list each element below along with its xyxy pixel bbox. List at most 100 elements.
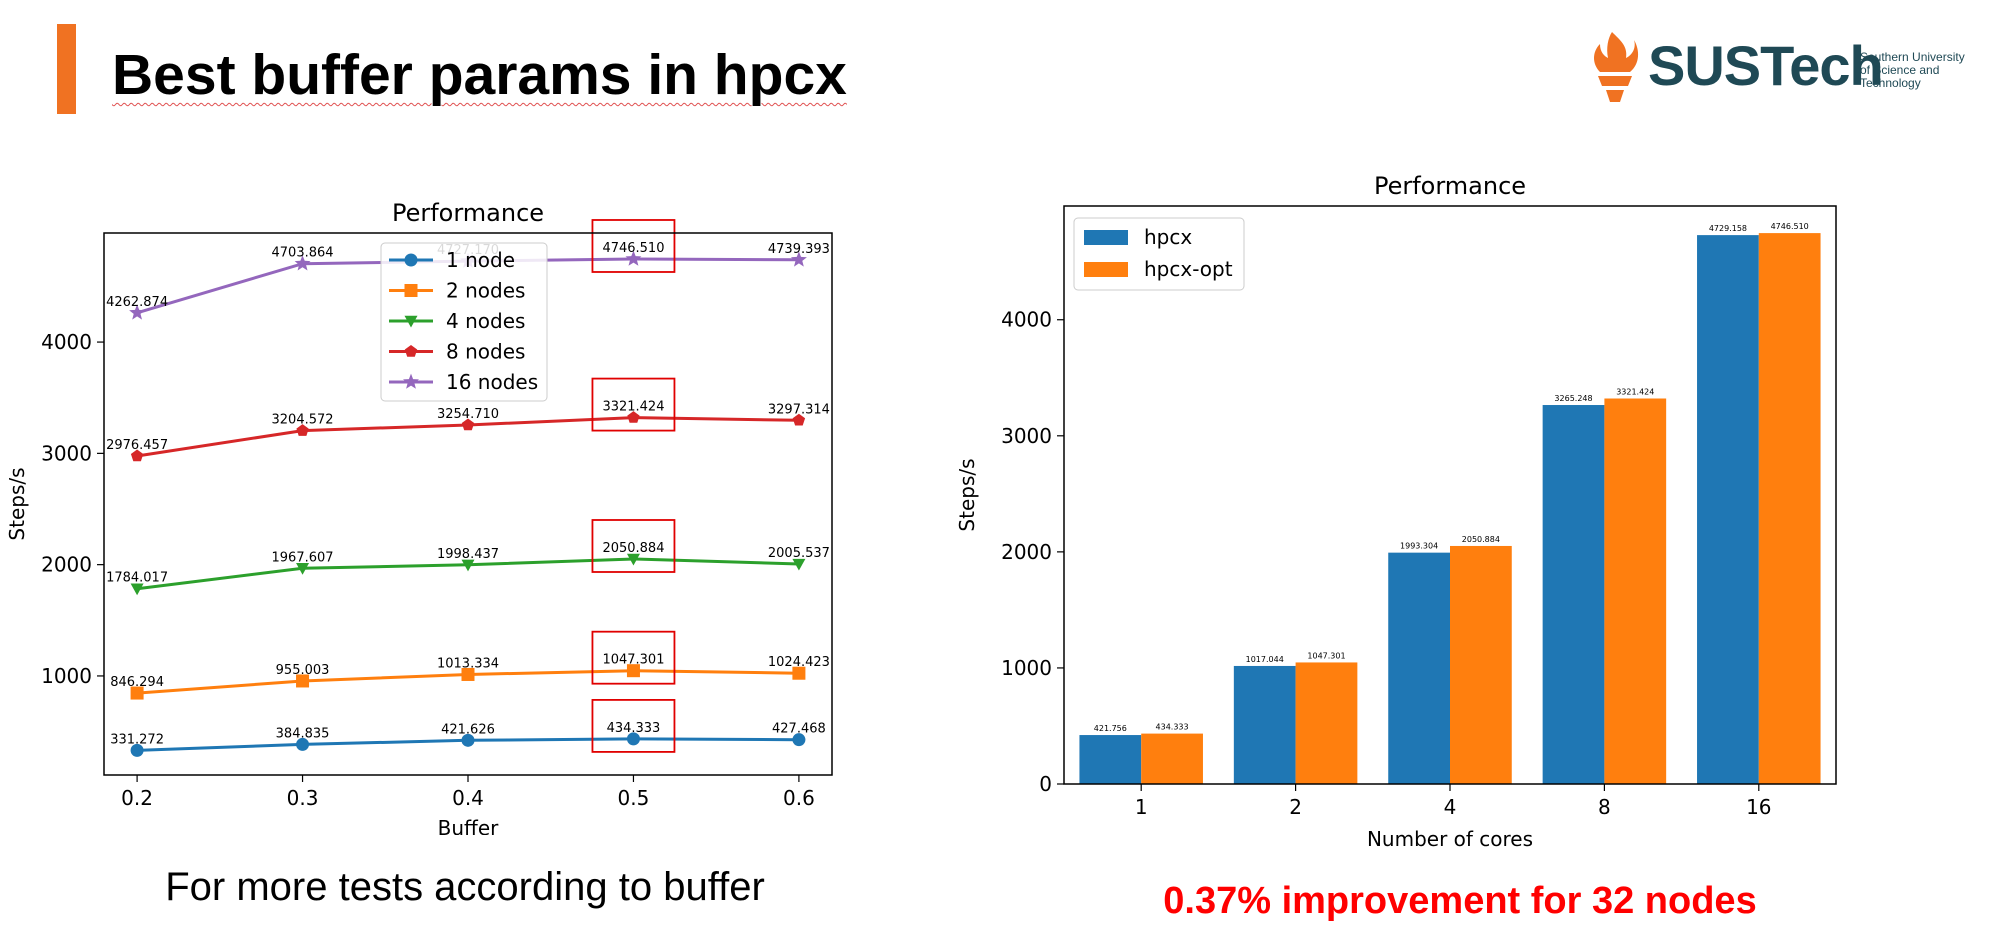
bar bbox=[1233, 665, 1296, 784]
bar-value-label: 421.756 bbox=[1094, 724, 1127, 733]
data-label: 3254.710 bbox=[437, 407, 499, 422]
logo-subtitle-line: Technology bbox=[1860, 76, 1921, 90]
title-accent-bar bbox=[57, 24, 76, 114]
y-tick-label: 1000 bbox=[1001, 656, 1052, 680]
data-label: 1967.607 bbox=[272, 550, 334, 565]
legend-marker bbox=[404, 284, 418, 297]
data-label: 1998.437 bbox=[437, 547, 499, 562]
legend-label: 2 nodes bbox=[446, 279, 525, 303]
data-point bbox=[296, 674, 310, 688]
data-point bbox=[625, 250, 642, 266]
data-label: 4703.864 bbox=[272, 246, 334, 261]
x-tick-label: 1 bbox=[1135, 795, 1148, 819]
sustech-logo: SUSTech Southern University of Science a… bbox=[1590, 26, 1982, 106]
y-tick-label: 3000 bbox=[41, 441, 92, 465]
y-axis-label: Steps/s bbox=[5, 467, 29, 540]
data-point bbox=[461, 559, 475, 572]
buffer-performance-line-chart: Performance 0.2 0.3 0.4 0.5 0.6 1000 2000 3000 40… bbox=[5, 199, 833, 835]
y-tick-label: 0 bbox=[1039, 772, 1052, 796]
x-axis-label: Buffer bbox=[438, 816, 499, 835]
data-label: 846.294 bbox=[110, 675, 164, 690]
data-label: 384.835 bbox=[276, 726, 330, 741]
data-label: 1024.423 bbox=[768, 655, 830, 670]
highlight-box bbox=[591, 377, 676, 432]
legend-frame bbox=[380, 242, 548, 402]
legend-label: 1 node bbox=[446, 248, 515, 272]
highlight-box bbox=[591, 219, 676, 273]
legend-marker bbox=[404, 253, 418, 267]
x-tick-label: 0.5 bbox=[618, 786, 650, 810]
caption-improvement: 0.37% improvement for 32 nodes bbox=[1163, 880, 1757, 922]
data-label: 4739.393 bbox=[768, 242, 830, 257]
data-point bbox=[130, 449, 144, 462]
legend-marker bbox=[404, 315, 418, 328]
data-label: 2050.884 bbox=[602, 541, 664, 556]
bar-value-label: 3265.248 bbox=[1554, 394, 1592, 403]
data-label: 4262.874 bbox=[106, 295, 168, 310]
y-axis-label: Steps/s bbox=[955, 458, 979, 531]
cores-performance-bar-chart: Performance 0 1000 2000 3000 4000 1 421.756 434.… bbox=[955, 172, 1837, 851]
data-point bbox=[130, 583, 144, 596]
bar-value-label: 434.333 bbox=[1156, 723, 1189, 732]
x-tick-label: 16 bbox=[1746, 795, 1771, 819]
data-label: 3204.572 bbox=[272, 413, 334, 428]
chart-title: Performance bbox=[392, 199, 544, 227]
bar-value-label: 2050.884 bbox=[1462, 535, 1500, 544]
data-point bbox=[461, 733, 475, 747]
plot-frame bbox=[103, 232, 833, 776]
legend-swatch bbox=[1084, 262, 1128, 277]
data-point bbox=[792, 733, 806, 747]
legend-marker bbox=[404, 345, 418, 357]
data-point bbox=[130, 743, 144, 757]
bar bbox=[1295, 662, 1358, 784]
x-tick-label: 0.6 bbox=[783, 786, 815, 810]
data-label: 434.333 bbox=[607, 721, 661, 736]
data-point bbox=[792, 413, 806, 426]
legend-label: 4 nodes bbox=[446, 309, 525, 333]
data-label: 1047.301 bbox=[602, 653, 664, 668]
legend-label: hpcx-opt bbox=[1144, 257, 1233, 281]
data-point bbox=[790, 251, 807, 267]
caption-buffer-tests: For more tests according to buffer bbox=[165, 865, 765, 909]
data-point bbox=[461, 667, 475, 681]
data-point bbox=[626, 664, 640, 678]
bar bbox=[1079, 735, 1142, 784]
bar-value-label: 1993.304 bbox=[1400, 542, 1438, 551]
legend-label: hpcx bbox=[1144, 225, 1192, 249]
torch-flame-icon bbox=[1594, 32, 1639, 102]
plot-frame bbox=[1063, 205, 1837, 785]
logo-subtitle-line: of Science and bbox=[1860, 63, 1940, 77]
series-line-2 bbox=[130, 553, 806, 596]
legend-marker bbox=[403, 373, 419, 389]
x-axis-label: Number of cores bbox=[1367, 827, 1533, 851]
data-label: 2005.537 bbox=[768, 546, 830, 561]
data-label: 421.626 bbox=[441, 722, 495, 737]
x-tick-label: 8 bbox=[1598, 795, 1611, 819]
data-point bbox=[792, 666, 806, 680]
data-point bbox=[792, 558, 806, 571]
series-line-3 bbox=[130, 411, 806, 462]
data-label: 2976.457 bbox=[106, 438, 168, 453]
x-tick-label: 0.3 bbox=[287, 786, 319, 810]
logo-subtitle-line: Southern University bbox=[1860, 50, 1965, 64]
bar-value-label: 1047.301 bbox=[1307, 651, 1345, 660]
bar bbox=[1141, 733, 1203, 784]
x-tick-label: 4 bbox=[1444, 795, 1457, 819]
y-tick-label: 2000 bbox=[1001, 540, 1052, 564]
chart-legend: hpcx hpcx-opt bbox=[1073, 217, 1245, 291]
data-point bbox=[626, 732, 640, 746]
data-point bbox=[296, 737, 310, 751]
legend-label: 16 nodes bbox=[446, 370, 538, 394]
bar bbox=[1388, 552, 1450, 784]
data-point bbox=[296, 424, 309, 436]
logo-subtitle: Southern University of Science and Techn… bbox=[1860, 51, 1990, 90]
bar-value-label: 4746.510 bbox=[1771, 222, 1809, 231]
data-label: 4746.510 bbox=[602, 241, 664, 256]
x-tick-label: 2 bbox=[1289, 795, 1302, 819]
bar bbox=[1697, 235, 1759, 785]
data-label: 331.272 bbox=[110, 732, 164, 747]
data-label: 427.468 bbox=[772, 722, 826, 737]
data-point bbox=[130, 686, 144, 700]
chart-legend: 1 node 2 nodes 4 nodes 8 nodes 16 nodes bbox=[380, 242, 548, 402]
slide-title: Best buffer params in hpcx bbox=[112, 43, 847, 107]
